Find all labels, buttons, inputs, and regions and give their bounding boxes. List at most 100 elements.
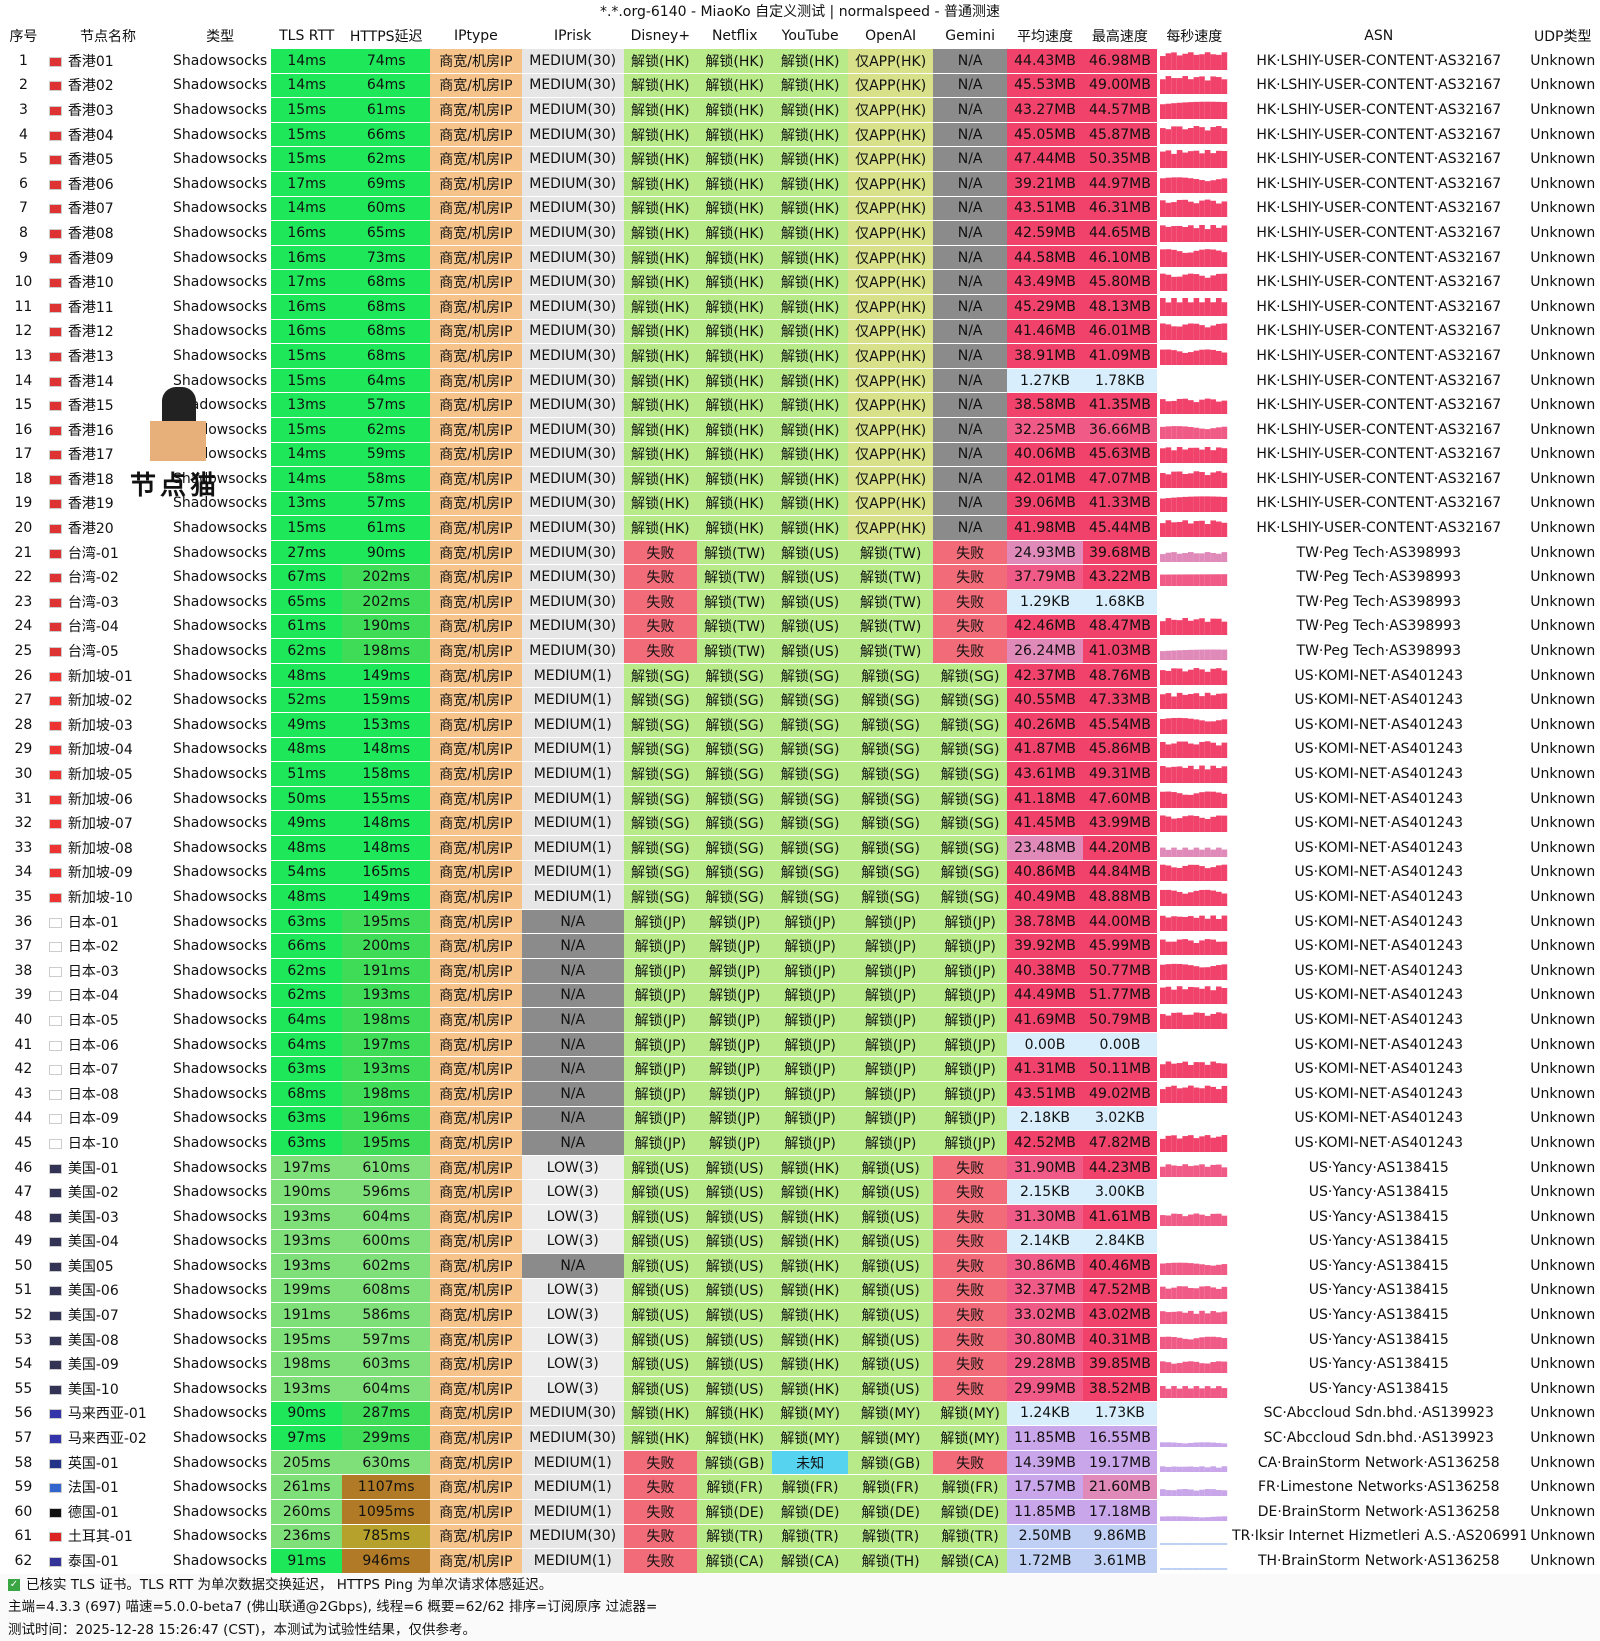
cell-iprisk: MEDIUM(30) (521, 564, 624, 591)
cell-iptype: 商宽/机房IP (430, 1130, 522, 1156)
table-row[interactable]: 45 日本-10 Shadowsocks 63ms 195ms 商宽/机房IP N/A 解锁(… (0, 1130, 1600, 1156)
column-header[interactable]: HTTPS延迟 (342, 24, 431, 49)
table-row[interactable]: 2 香港02 Shadowsocks 14ms 64ms 商宽/机房IP MEDIUM(30… (0, 73, 1600, 99)
table-row[interactable]: 51 美国-06 Shadowsocks 199ms 608ms 商宽/机房IP LOW(3… (0, 1278, 1600, 1304)
table-row[interactable]: 36 日本-01 Shadowsocks 63ms 195ms 商宽/机房IP N/A 解锁(… (0, 909, 1600, 935)
table-row[interactable]: 3 香港03 Shadowsocks 15ms 61ms 商宽/机房IP MEDIUM(30… (0, 97, 1600, 123)
table-row[interactable]: 14 香港14 Shadowsocks 15ms 64ms 商宽/机房IP MEDIUM(3… (0, 368, 1600, 394)
column-header[interactable]: 每秒速度 (1156, 24, 1233, 49)
cell-type: Shadowsocks (169, 1106, 272, 1132)
table-row[interactable]: 17 香港17 Shadowsocks 14ms 59ms 商宽/机房IP MEDIUM(3… (0, 442, 1600, 468)
table-row[interactable]: 32 新加坡-07 Shadowsocks 49ms 148ms 商宽/机房IP MEDIU… (0, 810, 1600, 836)
table-row[interactable]: 31 新加坡-06 Shadowsocks 50ms 155ms 商宽/机房IP MEDIU… (0, 786, 1600, 812)
table-row[interactable]: 4 香港04 Shadowsocks 15ms 66ms 商宽/机房IP MEDIUM(30… (0, 122, 1600, 148)
table-row[interactable]: 25 台湾-05 Shadowsocks 62ms 198ms 商宽/机房IP MEDIUM… (0, 638, 1600, 664)
table-row[interactable]: 28 新加坡-03 Shadowsocks 49ms 153ms 商宽/机房IP MEDIU… (0, 712, 1600, 738)
table-row[interactable]: 19 香港19 Shadowsocks 13ms 57ms 商宽/机房IP MEDIUM(3… (0, 491, 1600, 517)
table-row[interactable]: 5 香港05 Shadowsocks 15ms 62ms 商宽/机房IP MEDIUM(30… (0, 146, 1600, 172)
table-row[interactable]: 37 日本-02 Shadowsocks 66ms 200ms 商宽/机房IP N/A 解锁(… (0, 933, 1600, 959)
table-row[interactable]: 7 香港07 Shadowsocks 14ms 60ms 商宽/机房IP MEDIUM(30… (0, 196, 1600, 222)
table-row[interactable]: 50 美国05 Shadowsocks 193ms 602ms 商宽/机房IP N/A 解锁(… (0, 1253, 1600, 1279)
table-row[interactable]: 9 香港09 Shadowsocks 16ms 73ms 商宽/机房IP MEDIUM(30… (0, 245, 1600, 271)
column-header[interactable]: Netflix (697, 24, 773, 49)
table-row[interactable]: 30 新加坡-05 Shadowsocks 51ms 158ms 商宽/机房IP MEDIU… (0, 761, 1600, 787)
table-row[interactable]: 26 新加坡-01 Shadowsocks 48ms 149ms 商宽/机房IP MEDIU… (0, 663, 1600, 689)
table-row[interactable]: 10 香港10 Shadowsocks 17ms 68ms 商宽/机房IP MEDIUM(3… (0, 269, 1600, 295)
table-row[interactable]: 62 泰国-01 Shadowsocks 91ms 946ms 商宽/机房IP MEDIUM… (0, 1548, 1600, 1574)
table-row[interactable]: 33 新加坡-08 Shadowsocks 48ms 148ms 商宽/机房IP MEDIU… (0, 835, 1600, 861)
column-header[interactable]: IPtype (430, 24, 522, 49)
column-header[interactable]: 类型 (169, 24, 272, 49)
table-row[interactable]: 58 英国-01 Shadowsocks 205ms 630ms 商宽/机房IP MEDIU… (0, 1450, 1600, 1476)
table-row[interactable]: 11 香港11 Shadowsocks 16ms 68ms 商宽/机房IP MEDIUM(3… (0, 294, 1600, 320)
table-row[interactable]: 48 美国-03 Shadowsocks 193ms 604ms 商宽/机房IP LOW(3… (0, 1204, 1600, 1230)
table-row[interactable]: 56 马来西亚-01 Shadowsocks 90ms 287ms 商宽/机房IP MEDI… (0, 1401, 1600, 1427)
table-row[interactable]: 21 台湾-01 Shadowsocks 27ms 90ms 商宽/机房IP MEDIUM(… (0, 540, 1600, 566)
table-row[interactable]: 41 日本-06 Shadowsocks 64ms 197ms 商宽/机房IP N/A 解锁(… (0, 1032, 1600, 1058)
table-row[interactable]: 34 新加坡-09 Shadowsocks 54ms 165ms 商宽/机房IP MEDIU… (0, 860, 1600, 886)
column-header[interactable]: ASN (1232, 24, 1526, 49)
cell-gemini: 解锁(JP) (933, 1056, 1007, 1082)
sparkline-bar (1210, 1336, 1217, 1349)
table-row[interactable]: 22 台湾-02 Shadowsocks 67ms 202ms 商宽/机房IP MEDIUM… (0, 564, 1600, 591)
table-row[interactable]: 16 香港16 Shadowsocks 15ms 62ms 商宽/机房IP MEDIUM(3… (0, 417, 1600, 443)
column-header[interactable]: Disney+ (623, 24, 698, 49)
table-row[interactable]: 18 香港18 Shadowsocks 14ms 58ms 商宽/机房IP MEDIUM(3… (0, 466, 1600, 492)
table-row[interactable]: 24 台湾-04 Shadowsocks 61ms 190ms 商宽/机房IP MEDIUM… (0, 614, 1600, 640)
table-row[interactable]: 23 台湾-03 Shadowsocks 65ms 202ms 商宽/机房IP MEDIUM… (0, 589, 1600, 615)
table-row[interactable]: 29 新加坡-04 Shadowsocks 48ms 148ms 商宽/机房IP MEDIU… (0, 737, 1600, 763)
table-row[interactable]: 46 美国-01 Shadowsocks 197ms 610ms 商宽/机房IP LOW(3… (0, 1155, 1600, 1181)
cell-https-latency: 602ms (342, 1253, 431, 1279)
table-row[interactable]: 59 法国-01 Shadowsocks 261ms 1107ms 商宽/机房IP MEDI… (0, 1474, 1600, 1501)
table-row[interactable]: 54 美国-09 Shadowsocks 198ms 603ms 商宽/机房IP LOW(3… (0, 1351, 1600, 1378)
table-row[interactable]: 12 香港12 Shadowsocks 16ms 68ms 商宽/机房IP MEDIUM(3… (0, 319, 1600, 345)
column-header[interactable]: OpenAI (847, 24, 934, 49)
column-header[interactable]: 节点名称 (46, 24, 170, 49)
table-row[interactable]: 49 美国-04 Shadowsocks 193ms 600ms 商宽/机房IP LOW(3… (0, 1229, 1600, 1255)
column-header[interactable]: Gemini (933, 24, 1007, 49)
table-row[interactable]: 55 美国-10 Shadowsocks 193ms 604ms 商宽/机房IP LOW(3… (0, 1376, 1600, 1402)
table-row[interactable]: 42 日本-07 Shadowsocks 63ms 193ms 商宽/机房IP N/A 解锁(… (0, 1056, 1600, 1082)
node-name-label: 美国-03 (67, 1209, 119, 1226)
cell-https-latency: 57ms (342, 392, 431, 418)
column-header[interactable]: UDP类型 (1525, 24, 1600, 49)
column-header[interactable]: 序号 (0, 24, 47, 49)
table-row[interactable]: 52 美国-07 Shadowsocks 191ms 586ms 商宽/机房IP LOW(3… (0, 1302, 1600, 1328)
table-row[interactable]: 40 日本-05 Shadowsocks 64ms 198ms 商宽/机房IP N/A 解锁(… (0, 1007, 1600, 1033)
table-row[interactable]: 1 香港01 Shadowsocks 14ms 74ms 商宽/机房IP MEDIUM(30… (0, 48, 1600, 74)
cell-https-latency: 597ms (342, 1327, 431, 1353)
table-row[interactable]: 53 美国-08 Shadowsocks 195ms 597ms 商宽/机房IP LOW(3… (0, 1327, 1600, 1353)
cell-iprisk: MEDIUM(30) (521, 73, 624, 99)
table-row[interactable]: 15 香港15 Shadowsocks 13ms 57ms 商宽/机房IP MEDIUM(3… (0, 392, 1600, 418)
table-row[interactable]: 39 日本-04 Shadowsocks 62ms 193ms 商宽/机房IP N/A 解锁(… (0, 983, 1600, 1009)
cell-type: Shadowsocks (169, 196, 272, 222)
column-header[interactable]: IPrisk (521, 24, 624, 49)
table-row[interactable]: 43 日本-08 Shadowsocks 68ms 198ms 商宽/机房IP N/A 解锁(… (0, 1081, 1600, 1107)
sparkline-bar (1216, 227, 1222, 242)
column-header[interactable]: 平均速度 (1006, 24, 1084, 49)
cell-avg-speed: 1.72MB (1006, 1548, 1084, 1574)
table-row[interactable]: 57 马来西亚-02 Shadowsocks 97ms 299ms 商宽/机房IP MEDI… (0, 1425, 1600, 1451)
cell-udp-type: Unknown (1525, 564, 1600, 591)
table-row[interactable]: 20 香港20 Shadowsocks 15ms 61ms 商宽/机房IP MEDIUM(3… (0, 515, 1600, 541)
flag-icon (48, 671, 62, 682)
table-row[interactable]: 44 日本-09 Shadowsocks 63ms 196ms 商宽/机房IP N/A 解锁(… (0, 1106, 1600, 1132)
cell-index: 27 (0, 687, 47, 714)
node-name-label: 日本-08 (67, 1086, 119, 1103)
table-row[interactable]: 8 香港08 Shadowsocks 16ms 65ms 商宽/机房IP MEDIUM(30… (0, 220, 1600, 246)
table-row[interactable]: 47 美国-02 Shadowsocks 190ms 596ms 商宽/机房IP LOW(3… (0, 1179, 1600, 1205)
column-header[interactable]: TLS RTT (271, 24, 343, 49)
table-row[interactable]: 60 德国-01 Shadowsocks 260ms 1095ms 商宽/机房IP MEDI… (0, 1499, 1600, 1525)
table-row[interactable]: 61 土耳其-01 Shadowsocks 236ms 785ms 商宽/机房IP MEDI… (0, 1524, 1600, 1550)
cell-per-second-speed (1156, 737, 1233, 763)
table-row[interactable]: 38 日本-03 Shadowsocks 62ms 191ms 商宽/机房IP N/A 解锁(… (0, 958, 1600, 984)
cell-gemini: N/A (933, 48, 1007, 74)
column-header[interactable]: YouTube (772, 24, 848, 49)
sparkline-bar (1177, 126, 1183, 144)
column-header[interactable]: 最高速度 (1083, 24, 1157, 49)
table-row[interactable]: 13 香港13 Shadowsocks 15ms 68ms 商宽/机房IP MEDIUM(3… (0, 343, 1600, 369)
table-row[interactable]: 27 新加坡-02 Shadowsocks 52ms 159ms 商宽/机房IP MEDIU… (0, 687, 1600, 714)
table-row[interactable]: 6 香港06 Shadowsocks 17ms 69ms 商宽/机房IP MEDIUM(30… (0, 171, 1600, 197)
table-row[interactable]: 35 新加坡-10 Shadowsocks 48ms 149ms 商宽/机房IP MEDIU… (0, 884, 1600, 910)
sparkline-bar (1205, 966, 1211, 980)
